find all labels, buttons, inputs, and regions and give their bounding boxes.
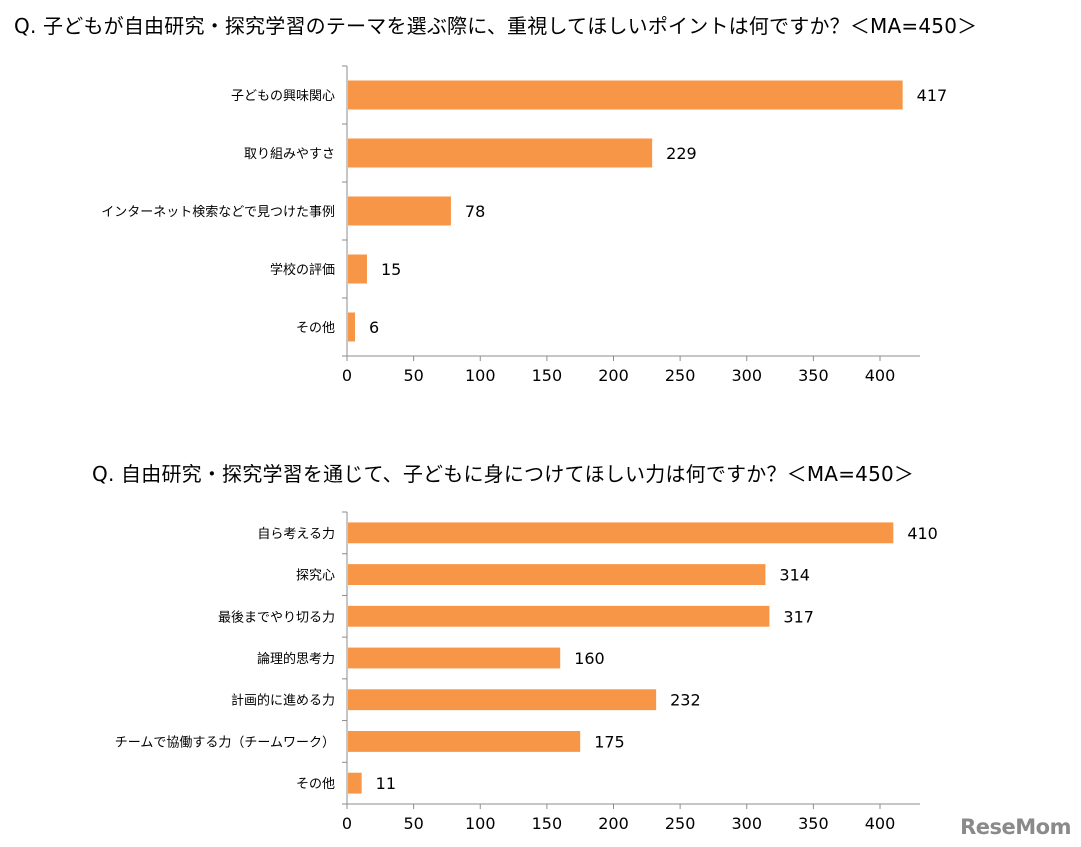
x-tick-label: 300 xyxy=(731,366,762,385)
x-tick-label: 0 xyxy=(342,814,352,833)
data-label: 314 xyxy=(779,566,810,585)
bar xyxy=(348,254,367,284)
resemom-logo: ReseMom xyxy=(960,815,1071,839)
chart-2-title: Q. 自由研究・探究学習を通じて、子どもに身につけてほしい力は何ですか？＜MA=… xyxy=(92,462,915,486)
category-label: 子どもの興味関心 xyxy=(231,89,335,104)
category-label: チームで協働する力（チームワーク） xyxy=(115,735,335,750)
category-label: 取り組みやすさ xyxy=(244,147,335,162)
x-tick-label: 350 xyxy=(798,366,829,385)
x-tick-label: 300 xyxy=(731,814,762,833)
bar xyxy=(348,647,561,669)
x-tick-label: 100 xyxy=(465,814,496,833)
x-tick-label: 250 xyxy=(665,366,696,385)
category-label: その他 xyxy=(296,777,335,792)
data-label: 160 xyxy=(574,649,605,668)
category-label: 学校の評価 xyxy=(270,262,335,278)
chart-1-svg: 0 50 100 150 200 250 300 350 400 子どもの興味関心 417 取り組みや… xyxy=(101,65,948,385)
category-label: 論理的思考力 xyxy=(257,651,335,667)
x-tick-label: 400 xyxy=(865,366,896,385)
x-tick-label: 150 xyxy=(532,366,563,385)
data-label: 410 xyxy=(907,524,938,543)
bar xyxy=(348,772,362,794)
x-tick-label: 0 xyxy=(342,366,352,385)
bar xyxy=(348,731,581,752)
category-label: 探究心 xyxy=(296,569,335,584)
x-tick-label: 200 xyxy=(598,366,629,385)
data-label: 11 xyxy=(376,774,396,793)
x-tick-label: 100 xyxy=(465,366,496,385)
data-label: 417 xyxy=(917,86,948,105)
bar xyxy=(348,564,766,585)
bar xyxy=(348,605,770,627)
category-label: インターネット検索などで見つけた事例 xyxy=(101,205,335,220)
data-label: 15 xyxy=(381,260,401,279)
bar xyxy=(348,196,451,226)
data-label: 6 xyxy=(369,318,379,337)
data-label: 78 xyxy=(465,202,485,221)
category-label: その他 xyxy=(296,321,335,336)
x-tick-label: 50 xyxy=(403,814,423,833)
chart-1-title: Q. 子どもが自由研究・探究学習のテーマを選ぶ際に、重視してほしいポイントは何で… xyxy=(14,14,978,38)
data-label: 232 xyxy=(670,691,701,710)
x-tick-label: 400 xyxy=(865,814,896,833)
x-tick-label: 50 xyxy=(403,366,423,385)
x-tick-label: 150 xyxy=(532,814,563,833)
x-tick-label: 350 xyxy=(798,814,829,833)
bar xyxy=(348,138,653,168)
x-tick-label: 200 xyxy=(598,814,629,833)
bar xyxy=(348,689,657,711)
data-label: 317 xyxy=(783,607,814,626)
category-label: 最後までやり切る力 xyxy=(218,610,335,625)
bar xyxy=(348,312,355,342)
bar xyxy=(348,80,903,110)
category-label: 自ら考える力 xyxy=(257,527,335,542)
data-label: 229 xyxy=(666,144,697,163)
bar xyxy=(348,522,894,544)
category-label: 計画的に進める力 xyxy=(231,693,335,709)
data-label: 175 xyxy=(594,732,625,751)
x-tick-label: 250 xyxy=(665,814,696,833)
